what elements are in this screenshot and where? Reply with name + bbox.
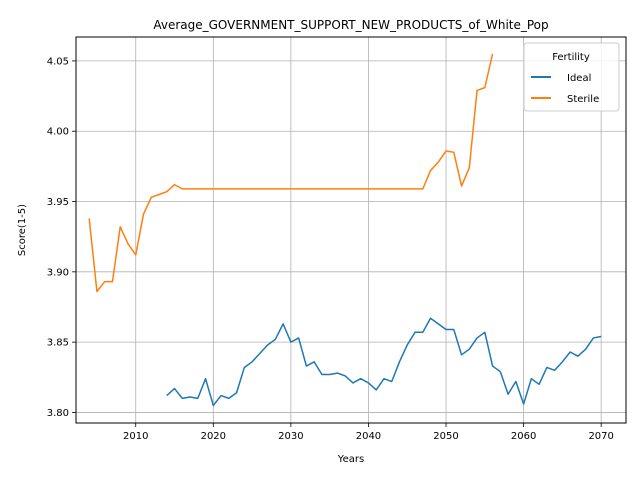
plot-area-frame: [75, 36, 627, 424]
y-axis-ticks: 3.80 3.85 3.90 3.95 4.00 4.05: [47, 56, 76, 419]
legend-title: Fertility: [552, 52, 590, 63]
y-axis-title: Score(1-5): [17, 204, 28, 256]
series-line-ideal: [166, 317, 602, 407]
x-tick-label: 2050: [433, 431, 458, 442]
grid: [76, 37, 626, 423]
y-tick-label: 4.00: [47, 127, 69, 138]
x-axis-title: Years: [337, 454, 364, 465]
y-tick-label: 3.80: [47, 408, 69, 419]
y-tick-label: 3.95: [47, 197, 69, 208]
x-tick-label: 2040: [356, 431, 381, 442]
series-lines: [88, 53, 602, 407]
x-axis-ticks: 2010 2020 2030 2040 2050 2060 2070: [123, 423, 614, 442]
chart-title: Average_GOVERNMENT_SUPPORT_NEW_PRODUCTS_…: [153, 18, 548, 32]
y-tick-label: 3.85: [47, 338, 69, 349]
y-tick-label: 4.05: [47, 56, 69, 67]
legend-label-ideal: Ideal: [567, 73, 591, 84]
legend-box: [523, 42, 620, 112]
x-tick-label: 2030: [278, 431, 303, 442]
series-line-sterile: [88, 53, 494, 293]
x-tick-label: 2010: [123, 431, 148, 442]
x-tick-label: 2060: [511, 431, 536, 442]
x-tick-label: 2070: [588, 431, 613, 442]
legend: Fertility Ideal Sterile: [523, 42, 620, 112]
legend-label-sterile: Sterile: [567, 94, 599, 105]
x-tick-label: 2020: [201, 431, 226, 442]
y-tick-label: 3.90: [47, 267, 69, 278]
